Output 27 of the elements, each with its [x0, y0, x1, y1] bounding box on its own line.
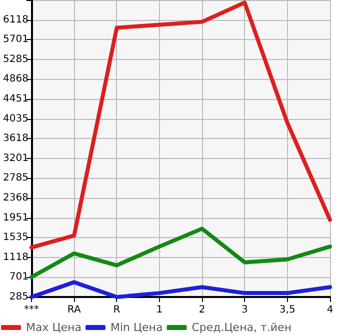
y-tick-label: 1951 — [2, 212, 28, 224]
x-tick-label: 3 — [242, 304, 248, 316]
x-tick-label: 4 — [326, 304, 334, 316]
x-tick-label: *** — [24, 304, 39, 316]
y-tick-label: 5701 — [2, 34, 28, 46]
y-tick-label: 4868 — [2, 74, 28, 85]
y-tick-label: 285 — [9, 292, 28, 302]
x-tick-label: 3,5 — [279, 304, 296, 316]
line-series — [29, 226, 332, 280]
y-tick-label: 3201 — [2, 152, 28, 164]
x-tick-label: RA — [67, 304, 81, 316]
x-tick-label: R — [113, 304, 120, 316]
y-tick-label: 6118 — [2, 14, 28, 26]
y-tick-label: 1118 — [2, 252, 28, 263]
y-tick-label: 5285 — [2, 54, 28, 65]
legend-label: Min Цена — [110, 321, 163, 334]
y-tick-label: 2368 — [2, 192, 28, 204]
y-tick-label: 1535 — [2, 232, 28, 244]
y-tick-label: 4035 — [2, 113, 28, 124]
legend-label: Сред.Цена, т.йен — [192, 321, 292, 334]
y-tick-label: 3618 — [2, 133, 28, 144]
y-tick-label: 701 — [9, 272, 28, 283]
x-tick-label: 2 — [198, 304, 206, 316]
y-tick-label: 2785 — [2, 172, 28, 184]
x-tick-label: 1 — [156, 304, 163, 316]
legend-label: Max Цена — [26, 321, 82, 334]
y-tick-label: 4451 — [2, 94, 28, 105]
